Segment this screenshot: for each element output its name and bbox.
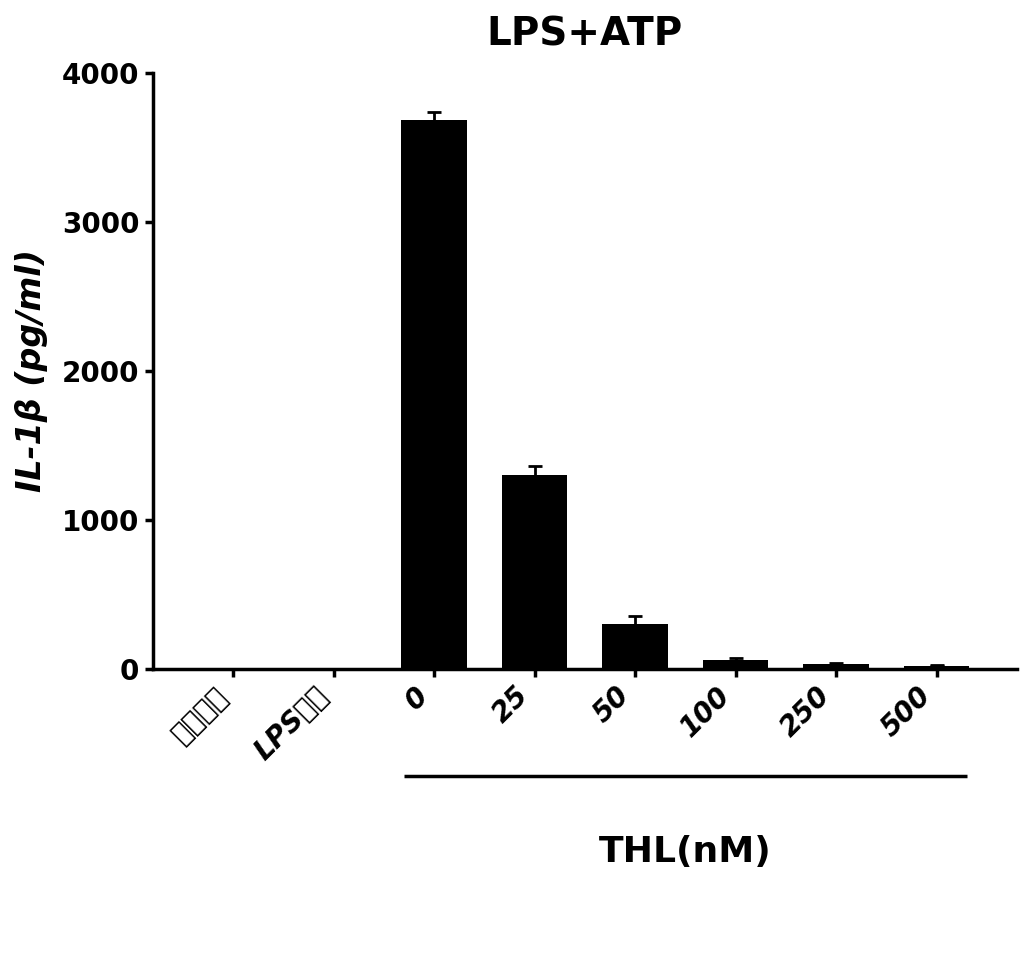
Text: THL(nM): THL(nM)	[599, 835, 772, 870]
Bar	[803, 664, 869, 668]
Title: LPS+ATP: LPS+ATP	[487, 15, 683, 53]
Bar	[401, 120, 466, 668]
Y-axis label: IL-1β (pg/ml): IL-1β (pg/ml)	[15, 249, 49, 492]
Bar	[703, 660, 768, 668]
Bar	[904, 665, 969, 668]
Bar	[502, 475, 568, 668]
Bar	[603, 624, 668, 668]
